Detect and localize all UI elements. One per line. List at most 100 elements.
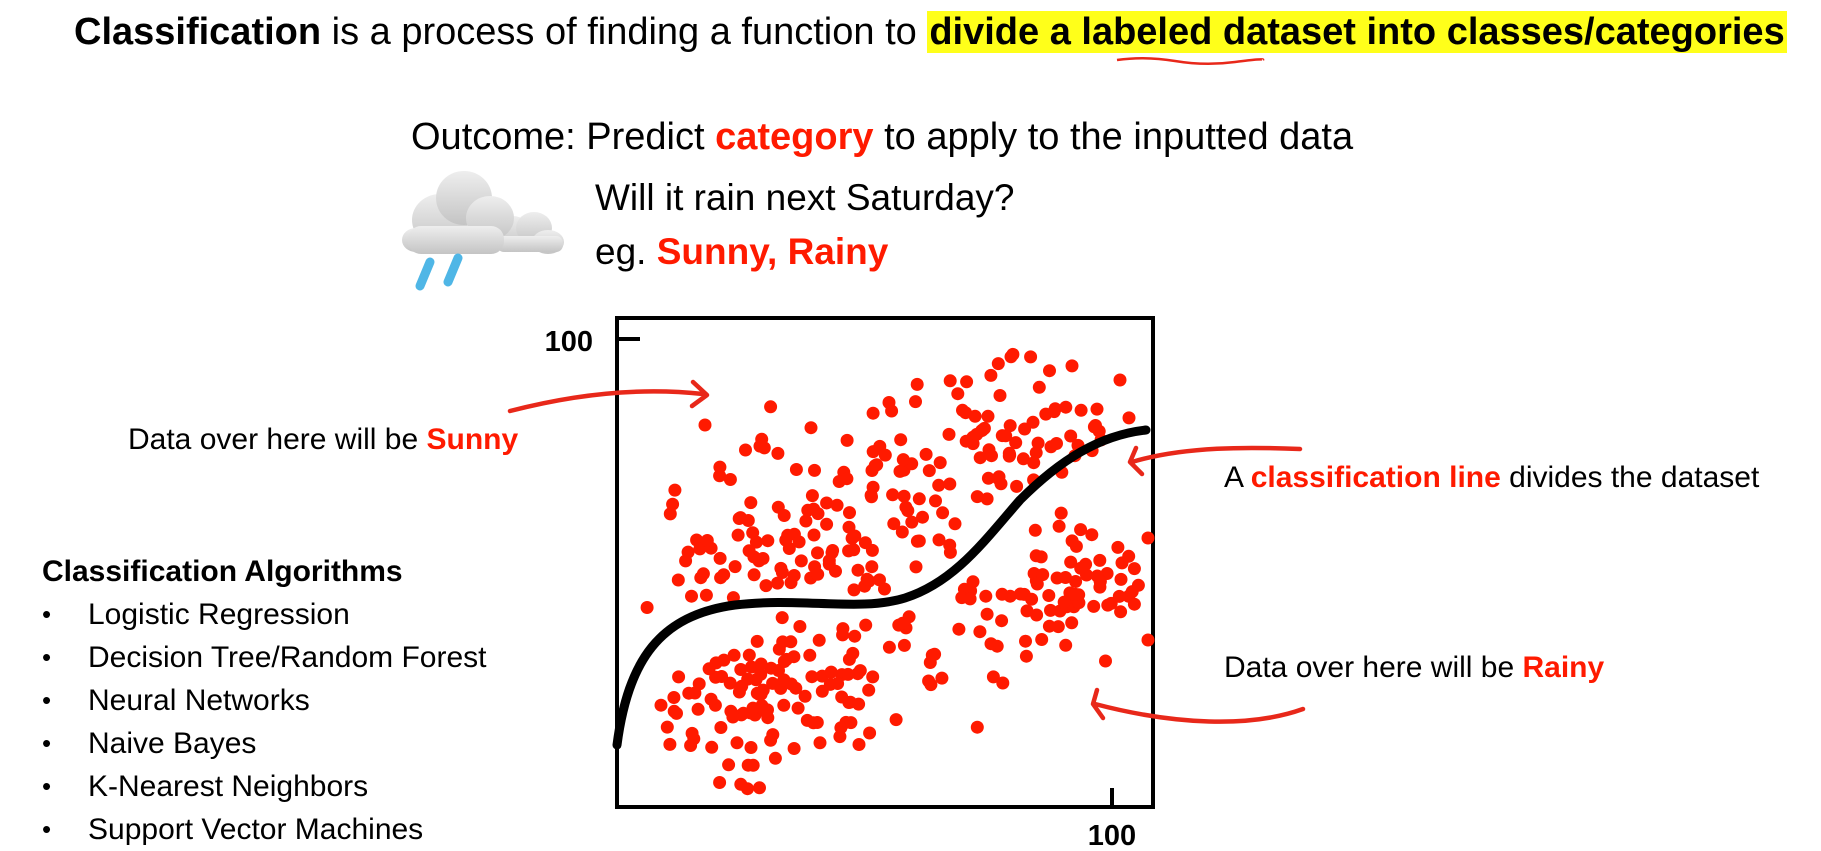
data-point [754, 657, 768, 671]
data-point [666, 497, 680, 511]
data-point [1111, 540, 1125, 554]
data-point [1074, 561, 1088, 575]
data-point [771, 576, 784, 590]
data-point [834, 721, 848, 735]
data-point [1074, 403, 1088, 417]
data-point [702, 662, 716, 676]
data-point [1025, 592, 1039, 606]
data-point [909, 395, 922, 409]
rainy-annotation: Data over here will be Rainy [1224, 648, 1604, 688]
data-point [999, 429, 1013, 443]
title-term: Classification [74, 11, 322, 53]
data-point [715, 670, 729, 683]
data-point [862, 683, 876, 697]
data-point [798, 689, 812, 703]
data-points [640, 347, 1155, 796]
data-point [704, 692, 718, 706]
data-point [910, 534, 924, 548]
data-point [723, 473, 737, 486]
line-prefix: A [1224, 461, 1251, 494]
data-point [995, 614, 1009, 628]
data-point [739, 443, 752, 457]
data-point [805, 489, 819, 503]
data-point [899, 500, 913, 514]
data-point [1009, 436, 1023, 450]
data-point [991, 357, 1005, 371]
sunny-arrowhead [689, 379, 710, 409]
data-point [764, 733, 778, 747]
data-point [671, 573, 685, 587]
data-point [1003, 448, 1017, 462]
data-point [1090, 402, 1104, 416]
data-point [831, 677, 845, 690]
data-point [948, 517, 962, 531]
data-point [741, 782, 754, 796]
data-point [761, 534, 775, 548]
example-prefix: eg. [595, 231, 657, 272]
data-point [1050, 437, 1063, 450]
data-point [919, 447, 933, 461]
data-point [1054, 506, 1068, 520]
data-point [654, 698, 668, 712]
data-point [742, 544, 756, 558]
data-point [747, 568, 761, 582]
example-question: Will it rain next Saturday? [595, 177, 1015, 218]
data-point [932, 533, 946, 547]
data-point [928, 647, 942, 661]
data-point [793, 620, 807, 633]
data-point [956, 403, 969, 417]
data-point [799, 514, 813, 528]
rainy-arrowhead [1090, 687, 1106, 721]
data-point [859, 618, 873, 632]
data-point [728, 560, 742, 574]
data-point [667, 691, 681, 704]
data-point [847, 583, 861, 597]
data-point [1141, 531, 1155, 545]
data-point [1030, 577, 1044, 591]
data-point [933, 456, 947, 470]
data-point [1003, 419, 1017, 433]
data-point [1034, 550, 1048, 564]
data-point [970, 427, 984, 441]
data-point [1013, 587, 1027, 601]
data-point [932, 478, 946, 492]
data-point [696, 567, 710, 581]
data-point [787, 650, 801, 664]
data-point [1051, 620, 1065, 634]
data-point [852, 738, 866, 751]
data-point [942, 427, 956, 441]
data-point [1031, 436, 1045, 450]
data-point [794, 554, 808, 568]
data-point [789, 463, 803, 476]
data-point [1069, 575, 1083, 588]
data-point [754, 687, 768, 701]
data-point [943, 477, 957, 491]
plot-frame [615, 316, 1155, 809]
line-label: classification line [1250, 461, 1501, 494]
data-point [981, 409, 995, 423]
algorithm-item: Naive Bayes [42, 722, 487, 765]
data-point [1010, 479, 1024, 493]
data-point [960, 375, 974, 389]
data-point [746, 758, 760, 772]
data-point [897, 489, 911, 503]
data-point [808, 463, 821, 477]
data-point [909, 560, 923, 574]
line-arrow [1129, 445, 1303, 465]
data-point [822, 557, 836, 571]
data-point [734, 663, 748, 676]
data-point [713, 460, 727, 474]
data-point [860, 572, 874, 586]
algorithm-item: Neural Networks [42, 679, 487, 722]
data-point [813, 736, 827, 750]
data-point [764, 400, 778, 414]
data-point [1032, 380, 1046, 394]
data-point [1085, 528, 1099, 542]
data-point [951, 387, 965, 401]
data-point [970, 490, 984, 504]
data-point [792, 535, 806, 549]
data-point [980, 607, 994, 621]
data-point [1028, 523, 1042, 537]
algorithm-item: K-Nearest Neighbors [42, 765, 487, 808]
algorithms-list: Classification Algorithms Logistic Regre… [42, 550, 487, 851]
